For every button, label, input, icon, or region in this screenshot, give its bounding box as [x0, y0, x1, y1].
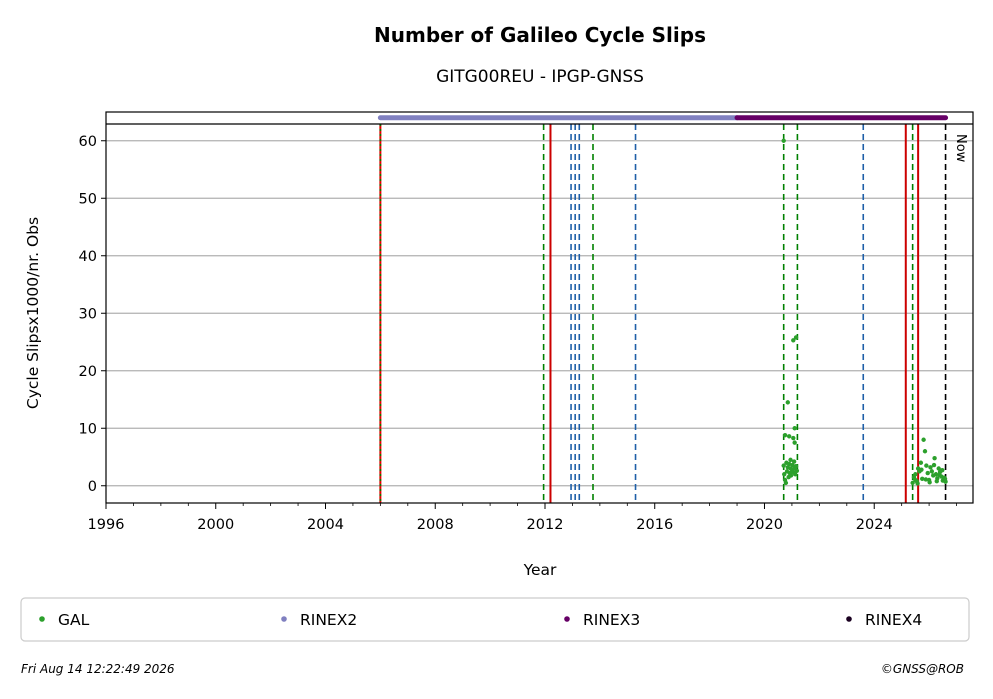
timestamp: Fri Aug 14 12:22:49 2026 [21, 662, 175, 676]
data-point [781, 463, 786, 468]
data-point [791, 338, 796, 343]
gal-points [781, 138, 948, 486]
data-point [923, 477, 929, 482]
data-point [924, 463, 929, 468]
data-point [913, 477, 918, 483]
data-point [925, 470, 930, 476]
data-point [928, 465, 933, 470]
data-point [781, 138, 786, 143]
data-point [782, 472, 787, 477]
data-point [920, 476, 925, 482]
data-point [933, 472, 939, 477]
data-point [934, 478, 939, 484]
data-point [793, 464, 799, 469]
data-point [788, 457, 793, 463]
y-tick-label: 20 [79, 364, 97, 380]
x-axis: 1996 2000 2004 2008 2012 2016 2020 2024 [88, 503, 957, 533]
y-tick-label: 60 [79, 134, 97, 150]
data-point [791, 459, 797, 464]
data-point [919, 467, 924, 472]
legend-marker [39, 616, 45, 622]
x-tick-label: 2008 [417, 517, 454, 533]
y-tick-label: 10 [79, 421, 97, 437]
event-lines [379, 124, 947, 503]
data-point [793, 472, 798, 477]
data-point [785, 400, 791, 405]
data-point [783, 480, 789, 486]
chart-title: Number of Galileo Cycle Slips [374, 23, 706, 47]
gridlines [106, 140, 973, 487]
data-point [913, 472, 918, 477]
data-point [792, 426, 797, 431]
x-tick-label: 2020 [746, 517, 783, 533]
x-tick-label: 2004 [307, 517, 344, 533]
plot-frame [105, 111, 974, 504]
data-point [918, 460, 924, 465]
y-axis-label: Cycle Slipsx1000/nr. Obs [24, 217, 42, 409]
legend-label: RINEX4 [865, 611, 922, 629]
data-point [794, 468, 800, 473]
now-label: Now [953, 134, 968, 163]
data-point [942, 476, 948, 482]
data-point [910, 480, 915, 486]
plot-border [105, 111, 974, 504]
legend-marker [281, 616, 287, 622]
y-tick-label: 40 [79, 249, 97, 265]
data-point [940, 468, 945, 473]
data-point [927, 480, 932, 485]
y-axis: 0 10 20 30 40 50 60 [79, 134, 106, 495]
y-tick-label: 50 [79, 191, 97, 207]
data-point [788, 473, 794, 478]
data-point [782, 432, 788, 438]
data-point [786, 434, 792, 439]
data-point [793, 335, 799, 340]
chart-subtitle: GITG00REU - IPGP-GNSS [436, 67, 644, 87]
data-point [937, 472, 942, 478]
legend-box [20, 597, 970, 642]
legend-marker [564, 616, 570, 622]
y-tick-label: 30 [79, 306, 97, 322]
data-point [931, 462, 937, 468]
data-point [932, 455, 937, 461]
x-tick-label: 1996 [88, 517, 125, 533]
legend-label: GAL [58, 611, 90, 629]
x-tick-label: 2024 [856, 517, 893, 533]
legend-marker [846, 616, 852, 622]
x-tick-label: 2016 [636, 517, 673, 533]
credit: ©GNSS@ROB [881, 662, 964, 676]
data-point [929, 469, 935, 474]
data-point [915, 481, 920, 486]
data-point [936, 466, 941, 471]
legend-label: RINEX3 [583, 611, 640, 629]
legend-label: RINEX2 [300, 611, 357, 629]
x-axis-label: Year [523, 561, 557, 579]
data-point [921, 437, 926, 442]
x-tick-label: 2000 [197, 517, 234, 533]
y-tick-label: 0 [88, 479, 97, 495]
data-point [792, 440, 797, 445]
data-point [791, 435, 796, 441]
legend: GAL RINEX2 RINEX3 RINEX4 [20, 597, 970, 642]
data-point [922, 449, 928, 454]
x-tick-label: 2012 [527, 517, 564, 533]
